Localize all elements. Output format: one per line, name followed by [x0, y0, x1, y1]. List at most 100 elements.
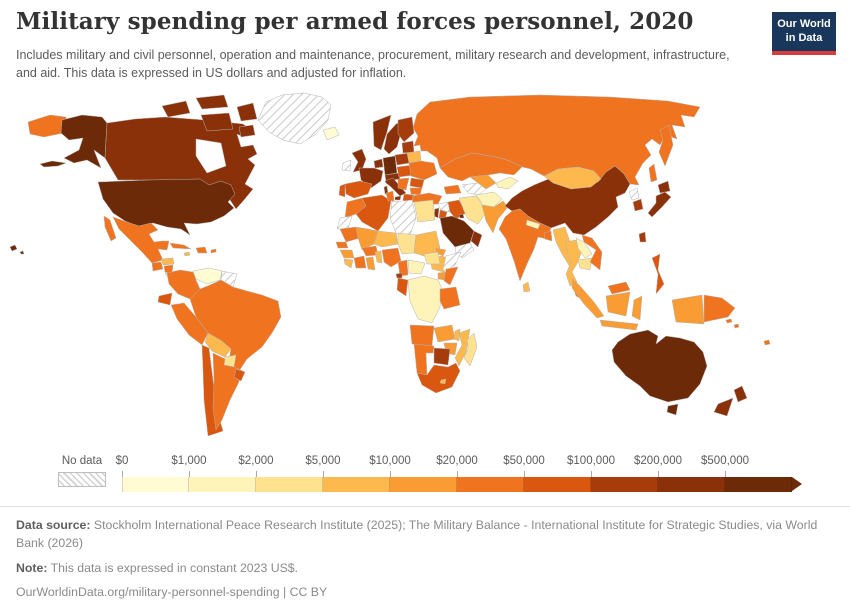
country-senegal[interactable] — [335, 241, 349, 249]
country-egypt[interactable] — [413, 199, 436, 223]
country-usa-hawaii[interactable] — [9, 244, 25, 255]
country-lesotho[interactable] — [439, 378, 447, 385]
country-zambia[interactable] — [433, 324, 456, 343]
legend-segment[interactable] — [457, 477, 524, 492]
country-dr-congo[interactable] — [407, 275, 443, 324]
country-libya[interactable] — [389, 199, 417, 236]
country-nigeria[interactable] — [381, 247, 402, 268]
country-hispaniola[interactable] — [195, 246, 208, 254]
country-tunisia[interactable] — [385, 190, 395, 202]
country-north-korea[interactable] — [628, 187, 640, 201]
country-iceland[interactable] — [322, 126, 340, 141]
legend-segment[interactable] — [725, 477, 792, 492]
country-western-sahara[interactable] — [336, 215, 353, 230]
country-south-africa[interactable] — [416, 362, 461, 394]
country-ghana[interactable] — [365, 256, 376, 271]
country-finland[interactable] — [397, 116, 415, 143]
country-chad[interactable] — [397, 232, 417, 255]
country-jamaica[interactable] — [183, 251, 191, 257]
country-bangladesh[interactable] — [543, 230, 553, 242]
country-usa-alaska[interactable] — [60, 114, 108, 169]
country-germany[interactable] — [382, 155, 398, 176]
country-norway[interactable] — [372, 114, 392, 151]
legend-segment[interactable] — [390, 477, 457, 492]
country-romania[interactable] — [409, 177, 425, 189]
country-greenland[interactable] — [257, 92, 332, 145]
country-canada-arctic-1[interactable] — [161, 100, 191, 118]
country-vietnam[interactable] — [581, 234, 603, 271]
country-australia[interactable] — [611, 329, 708, 403]
country-caucasus[interactable] — [443, 184, 462, 195]
country-uzbekistan[interactable] — [469, 174, 497, 190]
country-peru[interactable] — [170, 302, 209, 346]
country-south-korea[interactable] — [632, 198, 644, 212]
country-uruguay[interactable] — [233, 368, 246, 382]
country-benelux[interactable] — [373, 158, 384, 169]
legend-no-data[interactable]: No data — [58, 455, 106, 487]
country-baltics[interactable] — [401, 140, 415, 154]
country-taiwan[interactable] — [638, 231, 647, 243]
country-nepal[interactable] — [525, 219, 541, 230]
country-russia-sakhalin[interactable] — [648, 163, 658, 183]
country-niger[interactable] — [373, 230, 399, 248]
country-puerto-rico[interactable] — [210, 248, 217, 254]
attribution-link[interactable]: OurWorldinData.org/military-personnel-sp… — [16, 585, 328, 600]
country-mongolia[interactable] — [543, 166, 602, 190]
country-ecuador[interactable] — [157, 292, 173, 306]
country-russia-kamchatka[interactable] — [658, 124, 674, 167]
country-japan[interactable] — [647, 191, 672, 218]
country-saudi-arabia[interactable] — [439, 215, 475, 248]
country-sweden[interactable] — [383, 122, 403, 155]
country-tanzania[interactable] — [439, 286, 461, 310]
country-spain[interactable] — [344, 180, 373, 199]
legend-segment[interactable] — [256, 477, 323, 492]
country-turkmenistan[interactable] — [461, 182, 487, 196]
country-canada-arctic-3[interactable] — [200, 112, 234, 132]
country-cambodia[interactable] — [577, 257, 593, 271]
owid-logo[interactable]: Our World in Data — [772, 12, 836, 55]
country-indonesia-papua[interactable] — [671, 294, 705, 325]
country-philippines[interactable] — [651, 253, 665, 295]
country-portugal[interactable] — [338, 183, 346, 198]
country-japan-hokkaido[interactable] — [657, 180, 671, 194]
country-malaysia-borneo[interactable] — [607, 281, 631, 295]
country-canada-arctic-2[interactable] — [195, 94, 229, 110]
country-fiji[interactable] — [763, 339, 771, 346]
country-new-zealand-south[interactable] — [713, 397, 734, 417]
country-south-sudan[interactable] — [423, 251, 441, 265]
country-kuwait[interactable] — [458, 213, 465, 219]
country-pakistan[interactable] — [481, 200, 509, 234]
legend-segment[interactable] — [524, 477, 591, 492]
country-ukraine[interactable] — [408, 160, 438, 181]
country-mexico-baja[interactable] — [103, 215, 117, 242]
country-indonesia-sumatra[interactable] — [571, 277, 605, 319]
country-cuba[interactable] — [169, 242, 192, 250]
country-mexico[interactable] — [112, 216, 170, 264]
country-cameroon[interactable] — [397, 259, 409, 277]
country-italy[interactable] — [384, 177, 407, 197]
country-iran[interactable] — [458, 195, 486, 225]
legend-segment[interactable] — [122, 477, 189, 492]
country-madagascar[interactable] — [463, 332, 478, 367]
country-indonesia-sulawesi[interactable] — [631, 295, 643, 321]
country-laos[interactable] — [575, 237, 593, 259]
country-mozambique[interactable] — [454, 328, 471, 367]
country-canada-arctic-4[interactable] — [236, 102, 258, 122]
country-guinea[interactable] — [339, 249, 355, 259]
country-sri-lanka[interactable] — [522, 281, 531, 293]
country-italy-sicily[interactable] — [394, 195, 402, 201]
legend-segment[interactable] — [591, 477, 658, 492]
country-honduras[interactable] — [160, 257, 175, 266]
country-oman[interactable] — [470, 230, 483, 248]
country-angola[interactable] — [409, 324, 435, 347]
country-solomon-islands[interactable] — [725, 318, 740, 329]
legend-segment[interactable] — [658, 477, 725, 492]
country-central-african-republic[interactable] — [407, 259, 426, 275]
country-new-zealand-north[interactable] — [733, 385, 748, 403]
country-kenya[interactable] — [443, 266, 459, 286]
legend-segment[interactable] — [323, 477, 390, 492]
country-malawi[interactable] — [453, 328, 461, 342]
no-data-swatch[interactable] — [58, 472, 106, 487]
country-equatorial-guinea[interactable] — [395, 272, 403, 279]
country-venezuela[interactable] — [192, 267, 223, 285]
